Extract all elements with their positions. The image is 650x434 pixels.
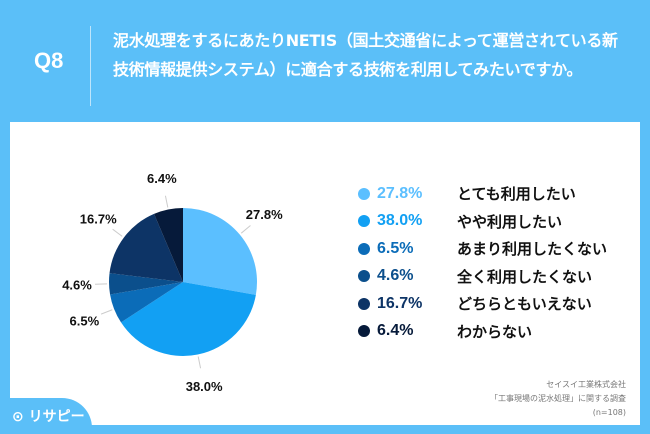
data-label: 6.4% bbox=[147, 171, 177, 186]
legend-label: どちらともいえない bbox=[457, 295, 592, 314]
source-survey: 「工事現場の泥水処理」に関する調査 bbox=[490, 394, 626, 403]
legend-percent: 16.7% bbox=[377, 294, 423, 312]
legend-dot bbox=[358, 297, 370, 310]
legend-percent: 4.6% bbox=[377, 267, 414, 285]
legend-dot bbox=[358, 215, 370, 228]
logo-text: リサピー bbox=[28, 409, 85, 425]
pie-slice bbox=[183, 208, 257, 295]
data-label: 27.8% bbox=[246, 207, 283, 222]
legend-item: 6.5% あまり利用したくない bbox=[358, 235, 607, 263]
leader-line bbox=[240, 225, 251, 234]
data-label: 16.7% bbox=[80, 211, 117, 226]
source-company: セイスイ工業株式会社 bbox=[546, 380, 626, 389]
legend-dot bbox=[358, 325, 370, 338]
question-number: Q8 bbox=[34, 48, 64, 73]
pie-slice bbox=[121, 282, 256, 356]
legend-percent: 27.8% bbox=[377, 184, 423, 202]
legend-percent: 6.5% bbox=[377, 239, 414, 257]
legend: 27.8% とても利用したい 38.0% やや利用したい 6.5% あまり利用したくない 4… bbox=[358, 180, 607, 345]
pie-slice bbox=[109, 213, 183, 282]
legend-label: とても利用したい bbox=[457, 185, 576, 204]
logo: ⊙ リサピー bbox=[0, 398, 92, 434]
pie-slice bbox=[154, 208, 183, 282]
data-label: 6.5% bbox=[70, 314, 100, 329]
source-note: セイスイ工業株式会社 「工事現場の泥水処理」に関する調査 (n=108) bbox=[490, 378, 626, 420]
pie-slice bbox=[110, 282, 183, 323]
legend-dot bbox=[358, 242, 370, 255]
question-title: 泥水処理をするにあたりNETIS（国土交通省によって運営されている新技術情報提供… bbox=[113, 31, 618, 79]
data-label: 4.6% bbox=[62, 278, 92, 293]
legend-percent: 6.4% bbox=[377, 322, 414, 340]
divider bbox=[90, 26, 91, 106]
legend-label: 全く利用したくない bbox=[457, 267, 593, 286]
leader-line bbox=[100, 309, 113, 315]
legend-label: やや利用したい bbox=[457, 212, 563, 231]
legend-item: 4.6% 全く利用したくない bbox=[358, 263, 607, 291]
legend-item: 6.4% わからない bbox=[358, 318, 607, 346]
leader-line bbox=[164, 195, 169, 208]
legend-percent: 38.0% bbox=[377, 212, 423, 230]
legend-item: 16.7% どちらともいえない bbox=[358, 290, 607, 318]
legend-item: 27.8% とても利用したい bbox=[358, 180, 607, 208]
leader-line bbox=[197, 356, 202, 369]
data-label: 38.0% bbox=[186, 379, 223, 394]
legend-dot bbox=[358, 187, 370, 200]
legend-dot bbox=[358, 270, 370, 283]
sample-size: (n=108) bbox=[592, 408, 626, 417]
legend-label: わからない bbox=[457, 322, 533, 341]
leader-line bbox=[112, 228, 123, 237]
pie-slice bbox=[109, 273, 183, 295]
legend-label: あまり利用したくない bbox=[457, 240, 608, 259]
legend-item: 38.0% やや利用したい bbox=[358, 208, 607, 236]
